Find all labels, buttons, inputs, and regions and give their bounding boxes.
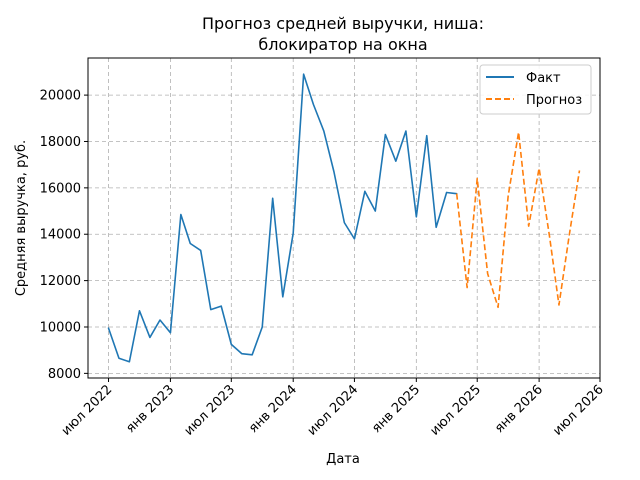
y-tick-label: 18000 — [40, 135, 81, 150]
legend-label-fact: Факт — [526, 71, 561, 86]
series-line-fact — [107, 73, 458, 363]
y-tick-label: 14000 — [40, 228, 81, 243]
series-layer — [107, 73, 581, 363]
legend: Факт Прогноз — [479, 64, 592, 115]
y-tick-label: 16000 — [40, 181, 81, 196]
plot-frame — [87, 57, 601, 379]
grid — [88, 58, 601, 378]
y-tick-label: 20000 — [40, 89, 81, 104]
y-tick-label: 10000 — [40, 320, 81, 335]
legend-label-forecast: Прогноз — [526, 93, 582, 108]
y-tick-label: 12000 — [40, 274, 81, 289]
chart-title-line-1: Прогноз средней выручки, ниша: — [202, 14, 484, 33]
series-line-forecast — [455, 131, 581, 309]
y-tick-label: 8000 — [48, 367, 81, 382]
y-axis-ticks: 8000 10000 12000 14000 16000 18000 20000 — [40, 89, 88, 382]
x-axis-label: Дата — [326, 452, 360, 467]
y-axis-label: Средняя выручка, руб. — [14, 140, 29, 296]
chart-title-line-2: блокиратор на окна — [258, 35, 427, 54]
